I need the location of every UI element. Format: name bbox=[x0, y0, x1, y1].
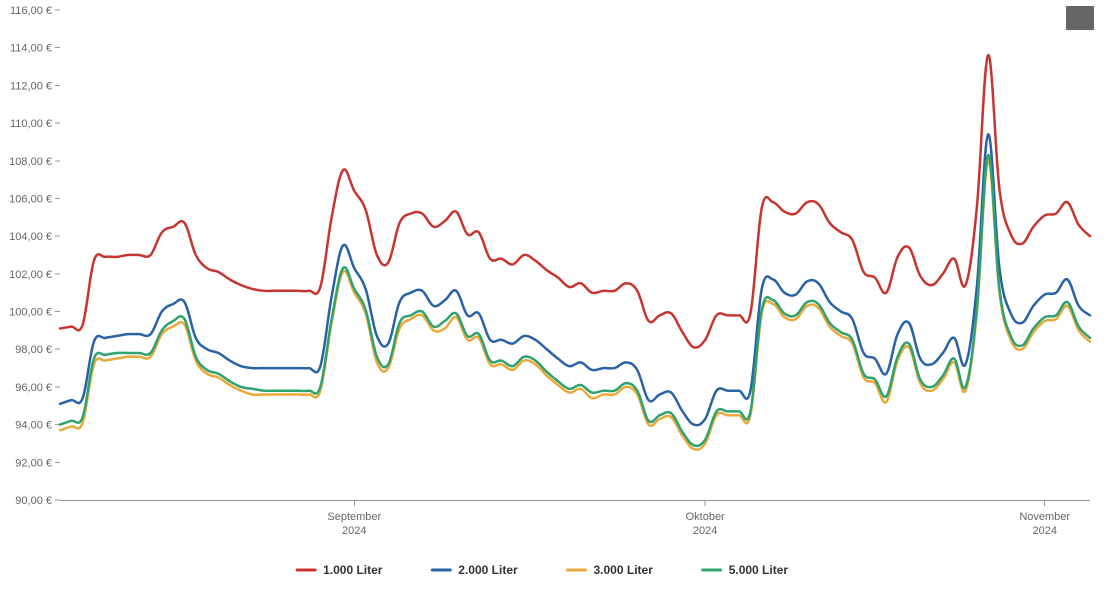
x-axis-month-label: September bbox=[327, 511, 381, 523]
price-line-chart: 90,00 € 92,00 € 94,00 € 96,00 € 98,00 € 100,0… bbox=[0, 0, 1105, 602]
chart-svg: 90,00 € 92,00 € 94,00 € 96,00 € 98,00 € 100,0… bbox=[0, 0, 1105, 602]
x-axis-year-label: 2024 bbox=[1032, 525, 1056, 537]
x-axis-year-label: 2024 bbox=[693, 525, 717, 537]
y-axis-label: 98,00 € bbox=[15, 344, 52, 356]
y-axis-label: 92,00 € bbox=[15, 457, 52, 469]
x-axis-month-label: November bbox=[1019, 511, 1070, 523]
legend-label: 1.000 Liter bbox=[323, 563, 383, 577]
legend-label: 5.000 Liter bbox=[729, 563, 789, 577]
y-axis-label: 112,00 € bbox=[10, 80, 52, 92]
hamburger-bar bbox=[1072, 19, 1088, 21]
y-axis-label: 106,00 € bbox=[9, 193, 52, 205]
chart-menu-icon[interactable] bbox=[1066, 6, 1094, 30]
hamburger-bar bbox=[1072, 24, 1088, 26]
chart-background bbox=[0, 0, 1105, 602]
y-axis-label: 100,00 € bbox=[9, 307, 52, 319]
legend-label: 2.000 Liter bbox=[458, 563, 518, 577]
y-axis-label: 108,00 € bbox=[9, 156, 52, 168]
y-axis-label: 96,00 € bbox=[15, 382, 52, 394]
y-axis-label: 90,00 € bbox=[15, 495, 52, 507]
y-axis-label: 116,00 € bbox=[10, 5, 52, 17]
y-axis-label: 102,00 € bbox=[9, 269, 52, 281]
y-axis-label: 110,00 € bbox=[10, 118, 52, 130]
chart-menu-hit[interactable] bbox=[1066, 6, 1094, 30]
y-axis-label: 94,00 € bbox=[15, 420, 52, 432]
y-axis-label: 104,00 € bbox=[9, 231, 52, 243]
x-axis-month-label: Oktober bbox=[686, 511, 725, 523]
legend-label: 3.000 Liter bbox=[594, 563, 654, 577]
x-axis-year-label: 2024 bbox=[342, 525, 366, 537]
hamburger-bar bbox=[1072, 14, 1088, 16]
y-axis-label: 114,00 € bbox=[10, 43, 52, 55]
